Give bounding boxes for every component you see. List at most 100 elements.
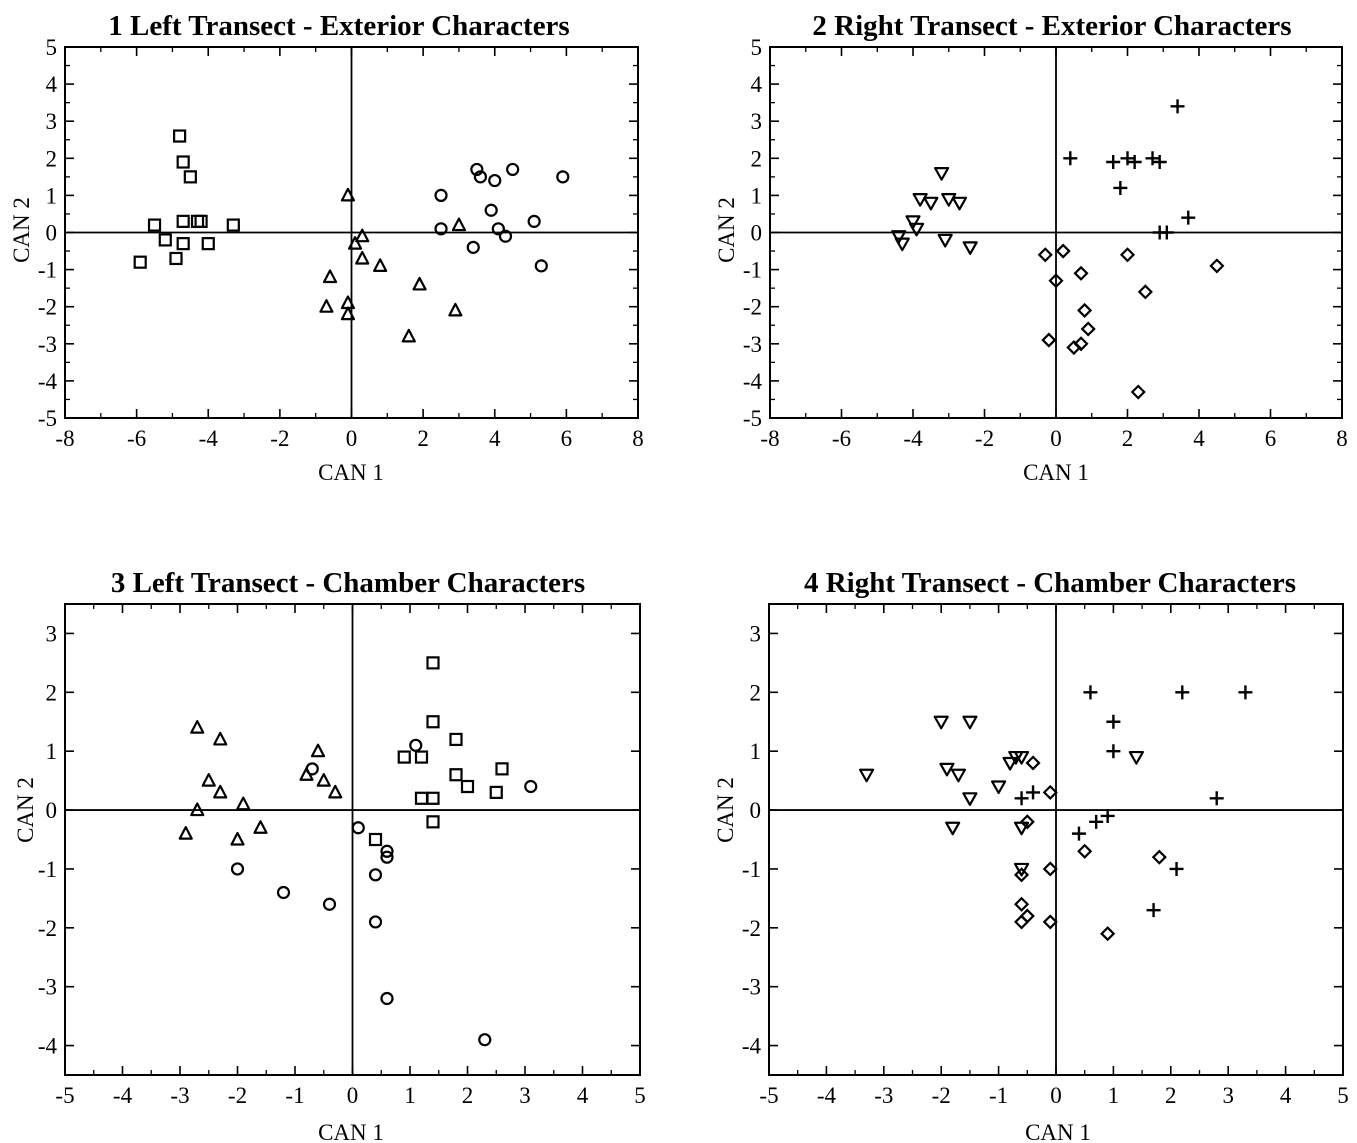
y-tick-label: -5 xyxy=(743,406,762,431)
circle-marker xyxy=(434,222,448,236)
circle-marker xyxy=(351,821,365,835)
diamond-marker xyxy=(1077,843,1093,859)
y-tick-label: 2 xyxy=(751,146,763,171)
x-tick-label: 0 xyxy=(1050,1083,1062,1108)
circle-marker xyxy=(466,240,480,254)
x-tick-label: 6 xyxy=(1265,426,1277,451)
square-marker xyxy=(173,129,187,143)
triangle-up-marker xyxy=(355,228,370,243)
square-marker xyxy=(176,237,190,251)
square-marker xyxy=(414,750,429,764)
x-tick-label: 4 xyxy=(489,426,501,451)
x-tick-label: -2 xyxy=(228,1083,247,1108)
square-marker xyxy=(426,715,440,729)
plus-marker xyxy=(1026,785,1041,800)
square-marker xyxy=(190,214,205,228)
triangle-down-marker xyxy=(908,222,925,237)
plus-marker xyxy=(1100,808,1115,823)
triangle-up-marker xyxy=(213,784,228,799)
circle-marker xyxy=(305,762,319,776)
x-tick-label: -4 xyxy=(199,426,219,451)
square-marker xyxy=(368,832,383,847)
square-marker xyxy=(460,779,475,794)
triangle-down-marker xyxy=(905,215,921,229)
y-tick-label: 4 xyxy=(46,72,58,97)
diamond-marker xyxy=(1137,284,1153,300)
x-axis-label: CAN 1 xyxy=(318,460,384,485)
plus-marker xyxy=(1152,155,1167,170)
triangle-up-marker xyxy=(310,743,326,758)
circle-marker xyxy=(230,862,245,876)
y-tick-label: 4 xyxy=(751,72,763,97)
diamond-marker xyxy=(1130,384,1146,400)
square-marker xyxy=(414,791,429,805)
diamond-marker xyxy=(1100,926,1116,942)
y-tick-label: 3 xyxy=(751,109,763,134)
x-axis-label: CAN 1 xyxy=(1025,1120,1091,1143)
triangle-down-marker xyxy=(1013,750,1030,765)
square-marker xyxy=(169,251,183,266)
panel-title: 1 Left Transect - Exterior Characters xyxy=(108,10,569,42)
diamond-marker xyxy=(1014,867,1030,883)
x-tick-label: 3 xyxy=(519,1083,531,1108)
y-tick-label: 0 xyxy=(750,798,762,823)
square-marker xyxy=(449,768,463,782)
triangle-up-marker xyxy=(201,773,216,787)
triangle-down-marker xyxy=(990,780,1007,795)
y-tick-label: -2 xyxy=(743,295,762,320)
plus-marker xyxy=(1089,814,1104,829)
y-tick-label: -4 xyxy=(38,1034,58,1059)
x-tick-label: 2 xyxy=(462,1083,474,1108)
diamond-marker xyxy=(1073,336,1089,352)
triangle-up-marker xyxy=(373,258,388,272)
y-tick-label: 5 xyxy=(751,35,763,60)
triangle-up-marker xyxy=(355,250,370,265)
circle-marker xyxy=(524,779,538,794)
square-marker xyxy=(426,791,440,805)
triangle-down-marker xyxy=(962,792,978,806)
plus-marker xyxy=(1170,99,1185,114)
triangle-down-marker xyxy=(950,768,967,783)
x-tick-label: -6 xyxy=(127,426,146,451)
panel-title: 4 Right Transect - Chamber Characters xyxy=(804,567,1296,599)
triangle-up-marker xyxy=(178,826,193,840)
diamond-marker xyxy=(1055,243,1071,259)
triangle-down-marker xyxy=(939,762,955,777)
diamond-marker xyxy=(1048,273,1064,289)
y-tick-label: -3 xyxy=(743,332,762,357)
square-marker xyxy=(176,155,190,169)
triangle-down-marker xyxy=(941,193,957,207)
plus-marker xyxy=(1159,225,1174,240)
triangle-down-marker xyxy=(933,167,950,181)
y-tick-label: -3 xyxy=(742,975,761,1000)
triangle-up-marker xyxy=(319,299,334,313)
triangle-up-marker xyxy=(328,784,343,799)
square-marker xyxy=(495,762,509,776)
diamond-marker xyxy=(1025,755,1041,771)
x-tick-label: 2 xyxy=(417,426,429,451)
circle-marker xyxy=(470,162,484,177)
x-tick-label: -8 xyxy=(760,426,779,451)
triangle-up-marker xyxy=(190,802,205,817)
plus-marker xyxy=(1083,685,1098,700)
x-tick-label: 5 xyxy=(1337,1083,1349,1108)
triangle-up-marker xyxy=(347,236,363,250)
plus-marker xyxy=(1238,685,1253,700)
diamond-marker xyxy=(1077,302,1093,318)
y-tick-label: 3 xyxy=(750,621,762,646)
triangle-up-marker xyxy=(451,217,467,232)
triangle-up-marker xyxy=(190,720,205,734)
circle-marker xyxy=(434,188,448,202)
x-axis-label: CAN 1 xyxy=(1023,460,1089,485)
plus-marker xyxy=(1014,791,1029,806)
y-tick-label: 2 xyxy=(750,680,762,705)
triangle-down-marker xyxy=(923,196,939,211)
x-tick-label: -5 xyxy=(759,1083,778,1108)
plus-marker xyxy=(1106,155,1121,170)
plus-marker xyxy=(1209,791,1224,806)
panel-title: 3 Left Transect - Chamber Characters xyxy=(111,567,585,599)
y-tick-label: 2 xyxy=(46,146,58,171)
triangle-down-marker xyxy=(1013,821,1030,836)
x-tick-label: -8 xyxy=(55,426,74,451)
